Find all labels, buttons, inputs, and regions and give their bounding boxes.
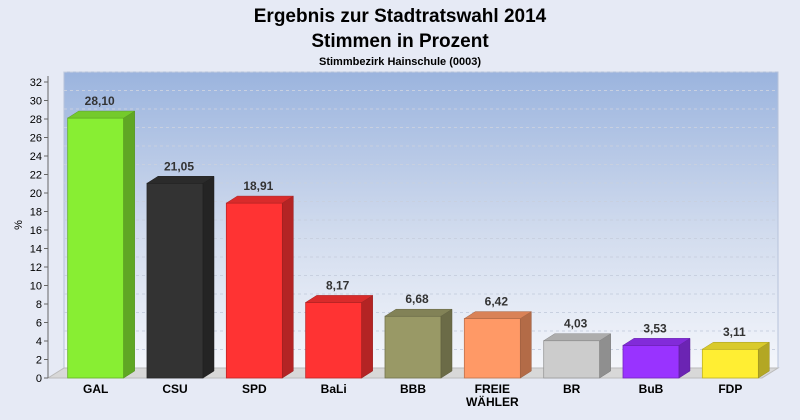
bar [146, 175, 215, 379]
x-tick-label: FREIE WÄHLER [466, 382, 519, 409]
bar-front [463, 318, 521, 379]
bar [542, 333, 612, 379]
y-tick-label: 28 [30, 114, 42, 126]
bar-top [304, 295, 374, 303]
bar-side [599, 333, 611, 379]
y-tick-label: 30 [30, 96, 42, 108]
y-tick-label: 8 [36, 299, 42, 311]
y-tick-label: 18 [30, 207, 42, 219]
bar-front [146, 182, 204, 379]
bar [622, 337, 691, 379]
y-tick-label: 0 [36, 373, 42, 385]
x-tick-label: SPD [242, 382, 267, 396]
y-tick-label: 4 [36, 336, 42, 348]
y-tick-label: 6 [36, 318, 42, 330]
y-tick-label: 32 [30, 77, 42, 89]
x-tick-label: BR [563, 382, 581, 396]
bar-front [543, 340, 601, 379]
bar-front [67, 117, 125, 379]
bar-front [225, 202, 283, 379]
y-tick-label: 16 [30, 225, 42, 237]
labels: 28,10 GAL 21,05 CSU 18,91 SPD 8,17 BaLi 6,68 BBB 6… [83, 94, 746, 409]
x-tick-label: FDP [718, 382, 742, 396]
bar-side [202, 175, 215, 379]
bar-side [123, 110, 135, 379]
bar-front [622, 344, 680, 379]
chart-title: Ergebnis zur Stadtratswahl 2014 [254, 6, 547, 27]
x-tick-label: CSU [162, 382, 187, 396]
bar-front [384, 315, 442, 379]
bar-front [305, 302, 363, 379]
y-tick-label: 12 [30, 262, 42, 274]
x-tick-label: BaLi [321, 382, 347, 396]
bar [66, 110, 136, 379]
bar-value-label: 8,17 [326, 278, 350, 292]
x-tick-label: GAL [83, 382, 108, 396]
bar-front [701, 348, 759, 379]
y-tick-label: 2 [36, 355, 42, 367]
x-tick-label: BBB [400, 382, 426, 396]
bar-side [282, 195, 294, 379]
bar-value-label: 18,91 [243, 179, 273, 193]
bar [225, 195, 295, 379]
bars [66, 110, 771, 379]
y-tick-label: 22 [30, 170, 42, 182]
bar-top [701, 341, 771, 350]
bar-value-label: 6,68 [405, 292, 429, 306]
y-tick-label: 24 [30, 151, 42, 163]
bar-value-label: 3,53 [643, 321, 667, 335]
y-tick-label: 26 [30, 133, 42, 145]
bar-top [542, 333, 612, 341]
bar [463, 311, 533, 379]
bar-value-label: 3,11 [723, 325, 746, 339]
bar-top [66, 110, 136, 119]
bar-top [463, 311, 533, 319]
chart-caption: Stimmbezirk Hainschule (0003) [319, 56, 481, 68]
chart-subtitle: Stimmen in Prozent [311, 31, 489, 52]
bar-side [361, 294, 373, 379]
bar-value-label: 6,42 [485, 295, 509, 309]
bar [304, 294, 374, 379]
bar-top [146, 176, 215, 184]
bar-value-label: 21,05 [164, 159, 194, 173]
x-tick-label: BuB [639, 382, 664, 396]
bar-side [440, 308, 453, 379]
bar-top [622, 338, 691, 346]
bar-value-label: 4,03 [564, 317, 588, 331]
bar-side [520, 311, 532, 379]
y-tick-label: 10 [30, 281, 42, 293]
y-tick-label: 14 [30, 244, 42, 256]
bar-top [384, 308, 453, 317]
bar-value-label: 28,10 [85, 94, 115, 108]
bar [384, 308, 453, 379]
bar-top [225, 195, 295, 204]
y-tick-label: 20 [30, 188, 42, 200]
bar [701, 341, 771, 379]
y-axis-label: % [13, 220, 25, 230]
